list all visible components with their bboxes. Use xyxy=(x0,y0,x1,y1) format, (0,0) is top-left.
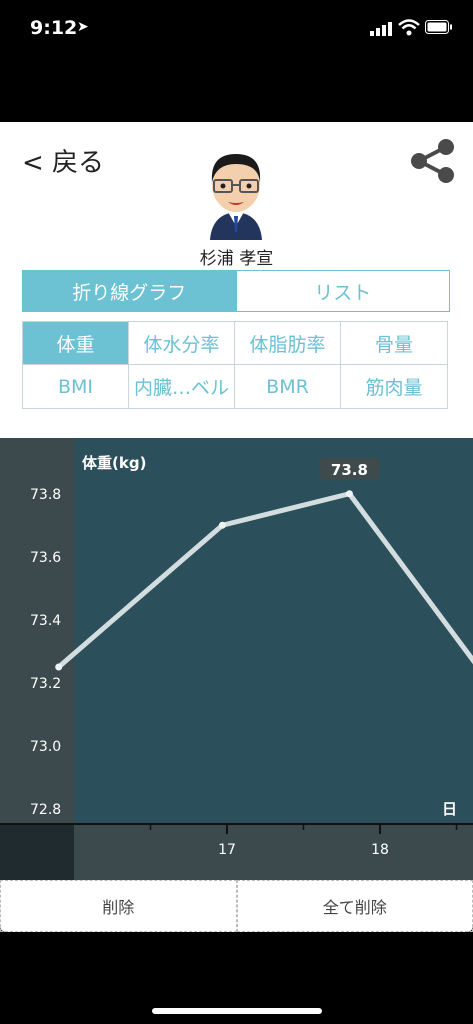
home-indicator xyxy=(152,1008,322,1014)
metric-visceral-fat[interactable]: 内臓…ベル xyxy=(129,365,235,408)
y-tick-label: 73.0 xyxy=(30,739,61,755)
signal-icon xyxy=(370,22,392,36)
x-tick-label: 17 xyxy=(218,842,236,858)
value-label: 73.8 xyxy=(331,461,368,479)
x-tick-label: 18 xyxy=(371,842,389,858)
metric-bmi[interactable]: BMI xyxy=(23,365,129,408)
tab-line-graph[interactable]: 折り線グラフ xyxy=(23,271,236,311)
location-arrow-icon: ➤ xyxy=(77,19,89,35)
y-tick-label: 72.8 xyxy=(30,802,61,818)
user-name: 杉浦 孝宣 xyxy=(199,249,274,269)
plot-area xyxy=(74,438,473,824)
back-button[interactable]: < 戻る xyxy=(22,148,105,178)
status-bar: 9:12 ➤ xyxy=(0,0,473,56)
metric-muscle[interactable]: 筋肉量 xyxy=(365,377,423,399)
avatar xyxy=(210,154,262,240)
x-unit-label: 日 xyxy=(442,800,457,818)
metric-body-water[interactable]: 体水分率 xyxy=(129,322,235,365)
status-time: 9:12 xyxy=(30,17,78,39)
chart-title: 体重(kg) xyxy=(82,454,146,472)
metric-bmr[interactable]: BMR xyxy=(235,365,341,408)
chart-corner xyxy=(0,824,74,880)
y-tick-label: 73.8 xyxy=(30,487,61,503)
metric-bone-mass[interactable]: 骨量 xyxy=(341,322,447,365)
metric-body-fat[interactable]: 体脂肪率 xyxy=(235,322,341,365)
data-point[interactable] xyxy=(345,490,353,498)
delete-button[interactable]: 削除 xyxy=(0,880,237,932)
share-icon[interactable] xyxy=(408,138,458,184)
delete-all-button[interactable]: 全て削除 xyxy=(236,880,473,932)
metric-weight[interactable]: 体重 xyxy=(23,322,129,365)
data-point[interactable] xyxy=(218,521,226,529)
battery-icon xyxy=(425,20,452,34)
view-mode-tabs: 折り線グラフ リスト xyxy=(22,270,450,312)
action-bar: 削除 全て削除 xyxy=(0,880,473,932)
weight-line-chart[interactable]: 73.873.673.473.273.072.8171819 体重(kg) 日 … xyxy=(0,438,473,880)
data-point[interactable] xyxy=(55,663,63,671)
y-tick-label: 73.6 xyxy=(30,550,61,566)
y-tick-label: 73.4 xyxy=(30,613,61,629)
y-tick-label: 73.2 xyxy=(30,676,61,692)
value-label-bg xyxy=(319,457,380,480)
tab-list[interactable]: リスト xyxy=(235,271,449,311)
wifi-icon xyxy=(398,19,420,36)
weight-series-line xyxy=(57,491,473,669)
metric-selector: 体重 体水分率 体脂肪率 骨量 BMI 内臓…ベル BMR 筋肉量 xyxy=(22,321,448,409)
profile-header: < 戻る 杉浦 孝宣 折り線グラフ リスト 体重 体水分率 体脂肪率 骨量 BM… xyxy=(0,122,473,438)
